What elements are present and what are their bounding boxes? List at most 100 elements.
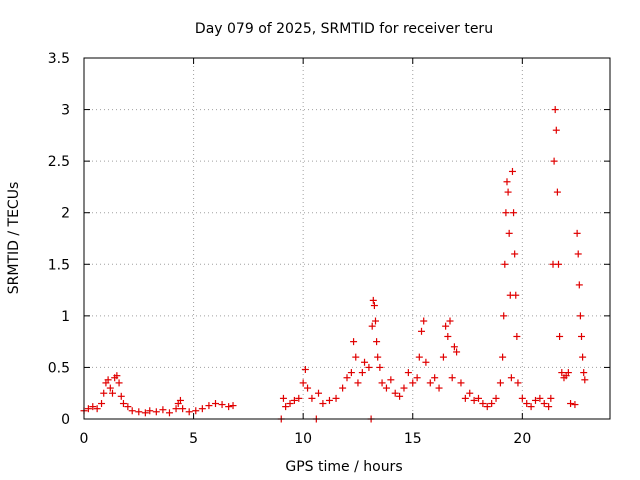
data-point — [567, 400, 575, 408]
y-tick-label: 3 — [61, 103, 70, 119]
plot-frame — [83, 57, 611, 420]
data-point — [404, 369, 412, 377]
data-point — [115, 379, 123, 387]
data-point — [578, 332, 586, 340]
data-point — [442, 322, 450, 330]
data-point — [369, 296, 377, 304]
x-tick-label: 15 — [404, 431, 422, 447]
data-point — [558, 369, 566, 377]
data-point — [499, 353, 507, 361]
data-point — [315, 389, 323, 397]
y-tick-label: 0 — [61, 412, 70, 428]
grid-lines — [84, 58, 610, 419]
data-point — [545, 403, 553, 411]
data-point — [413, 374, 421, 382]
data-point — [523, 400, 531, 408]
data-point — [510, 209, 518, 217]
data-point — [104, 376, 112, 384]
data-point — [420, 317, 428, 325]
data-point — [504, 188, 512, 196]
data-point — [179, 405, 187, 413]
data-point — [128, 407, 136, 415]
data-point — [552, 126, 560, 134]
data-point — [124, 403, 132, 411]
y-tick-label: 2.5 — [48, 154, 70, 170]
data-point — [113, 372, 121, 380]
data-point — [453, 348, 461, 356]
data-point — [89, 403, 97, 411]
data-point — [229, 402, 237, 410]
data-point — [339, 384, 347, 392]
data-point — [286, 400, 294, 408]
data-point — [579, 353, 587, 361]
chart-title: Day 079 of 2025, SRMTID for receiver ter… — [195, 21, 493, 37]
data-point — [319, 400, 327, 408]
data-point — [422, 358, 430, 366]
data-point — [391, 389, 399, 397]
data-point — [374, 353, 382, 361]
data-point — [512, 291, 520, 299]
data-point — [507, 374, 515, 382]
data-point — [415, 353, 423, 361]
data-point — [448, 374, 456, 382]
data-point — [396, 392, 404, 400]
data-point — [192, 407, 200, 415]
data-point — [503, 178, 511, 186]
data-point — [575, 281, 583, 289]
data-point — [501, 260, 509, 268]
data-points — [80, 106, 589, 423]
data-point — [488, 400, 496, 408]
data-point — [350, 338, 358, 346]
data-point — [547, 394, 555, 402]
data-point — [376, 363, 384, 371]
data-point — [212, 400, 219, 408]
data-point — [518, 394, 526, 402]
data-point — [225, 403, 233, 411]
data-point — [352, 353, 360, 361]
data-point — [483, 403, 491, 411]
data-point — [325, 396, 333, 404]
y-tick-label: 2 — [61, 206, 70, 222]
data-point — [354, 379, 362, 387]
data-point — [368, 322, 376, 330]
data-point — [551, 106, 559, 114]
data-point — [117, 392, 125, 400]
data-point — [347, 369, 355, 377]
data-point — [84, 405, 92, 413]
data-point — [378, 379, 386, 387]
data-point — [580, 369, 588, 377]
x-tick-label: 10 — [294, 431, 312, 447]
y-tick-label: 3.5 — [48, 51, 70, 67]
data-point — [479, 400, 487, 408]
data-point — [540, 400, 548, 408]
data-point — [511, 250, 519, 258]
axis-ticks: 0 5 10 15 20 0 0.5 1 1.5 2 2.5 3 3.5 — [48, 51, 610, 447]
data-point — [514, 379, 522, 387]
data-point — [466, 389, 474, 397]
data-point — [290, 396, 298, 404]
y-tick-label: 0.5 — [48, 360, 70, 376]
data-point — [159, 406, 167, 414]
data-point — [370, 302, 378, 310]
data-point — [457, 379, 465, 387]
data-point — [93, 405, 101, 413]
data-point — [382, 384, 390, 392]
data-point — [450, 343, 458, 351]
data-point — [496, 379, 504, 387]
data-point — [574, 250, 582, 258]
data-point — [508, 167, 516, 175]
data-point — [279, 394, 287, 402]
data-point — [299, 379, 307, 387]
data-point — [218, 401, 226, 409]
data-point — [387, 376, 395, 384]
data-point — [475, 394, 482, 402]
data-point — [400, 384, 408, 392]
data-point — [531, 396, 539, 404]
data-point — [373, 338, 381, 346]
data-point — [446, 317, 454, 325]
data-point — [172, 405, 180, 413]
data-point — [426, 379, 434, 387]
data-point — [98, 400, 106, 408]
y-tick-label: 1.5 — [48, 257, 70, 273]
